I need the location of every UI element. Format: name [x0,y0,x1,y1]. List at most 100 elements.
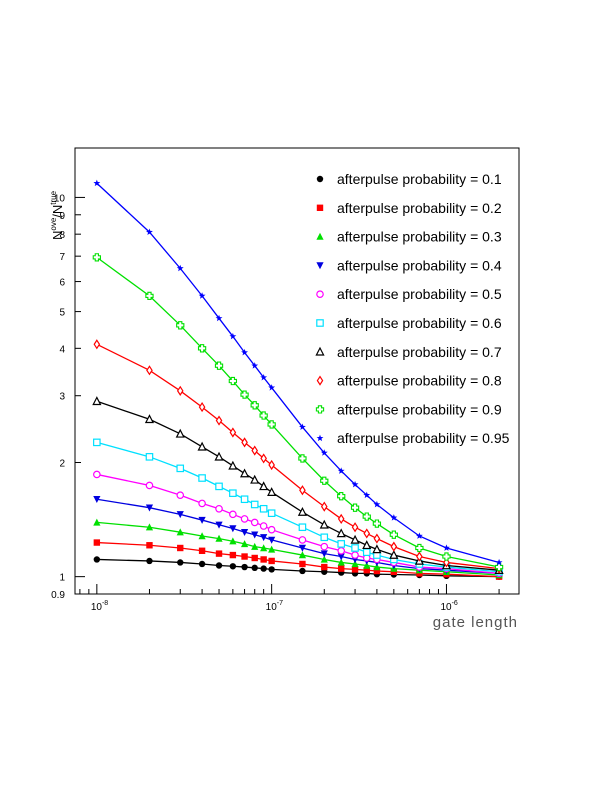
data-point [241,437,248,448]
data-point [198,532,206,540]
data-point [146,365,153,376]
data-point [176,511,184,519]
data-point [259,411,268,420]
series-line [96,521,500,576]
data-point [176,528,184,536]
data-point [250,518,259,527]
data-point [299,485,306,496]
legend: afterpulse probability = 0.1 afterpulse p… [315,171,510,446]
data-point [145,453,154,461]
data-point [229,510,237,519]
data-point [93,470,101,479]
data-point [298,454,307,463]
data-point [268,384,276,391]
data-point [299,423,306,430]
data-point [229,525,237,533]
y-tick-label: 0.9 [51,590,65,601]
data-point [215,562,223,569]
legend-item: afterpulse probability = 0.2 [316,200,502,216]
data-point [336,528,346,538]
y-tick-label: 10 [54,193,66,204]
data-point [229,427,237,438]
data-point [338,565,345,572]
legend-marker [316,375,324,386]
legend-label: afterpulse probability = 0.9 [337,401,502,417]
data-point [215,314,223,322]
legend-item: afterpulse probability = 0.3 [316,229,502,245]
data-point [320,550,328,558]
data-point [198,292,206,299]
data-point [320,501,328,512]
data-point [145,291,154,301]
legend-item: afterpulse probability = 0.9 [315,401,502,417]
data-point [144,414,155,424]
data-point [299,567,306,575]
series-line [96,441,500,573]
data-point [337,467,345,474]
data-point [214,361,224,370]
data-point [351,560,359,568]
data-point [176,321,185,330]
legend-label: afterpulse probability = 0.8 [337,373,502,389]
data-point [389,549,399,559]
data-point [494,562,504,572]
data-point [228,376,238,386]
data-point [240,495,249,504]
data-point [320,533,329,542]
y-axis-title-sup2: true [49,190,58,204]
data-point [215,550,223,557]
data-point [298,551,307,559]
data-point [320,449,328,456]
tick-layer: 10-8 10-7 10-6 0.9 1 2 3 4 5 6 7 8 9 10 [51,193,500,613]
data-point [362,512,371,521]
data-point [215,521,223,529]
data-point [267,509,276,517]
data-point [442,552,451,561]
data-point [320,555,328,563]
data-point [268,566,275,573]
x-tick-label: 10-6 [440,600,457,613]
data-point [93,438,101,447]
y-tick-label: 5 [59,308,65,319]
data-point [146,557,153,565]
data-point [240,515,249,523]
x-tick-label: 10-7 [266,600,283,613]
data-point [337,546,346,555]
data-point [337,553,345,561]
data-point [251,554,258,562]
data-point [351,551,359,559]
data-point [362,540,372,550]
data-point [351,566,359,573]
data-point [198,401,206,413]
data-point [299,560,306,568]
data-point [240,528,249,536]
data-point [175,428,185,438]
y-axis-title: Nove/Ntrue [49,190,65,240]
data-point [267,420,276,429]
data-point [177,544,184,552]
data-point [239,468,250,478]
series-line [96,182,500,564]
legend-label: afterpulse probability = 0.7 [337,344,502,360]
data-point [197,344,207,353]
data-point [198,516,206,524]
data-point [351,480,359,488]
y-axis-title-sup: ove [49,217,58,230]
data-point [260,544,268,552]
y-axis-title-main: N [50,231,65,240]
data-point [390,541,398,552]
legend-item: afterpulse probability = 0.95 [316,430,510,446]
data-point [176,491,185,499]
legend-label: afterpulse probability = 0.3 [337,229,502,245]
data-point [146,542,153,549]
y-tick-label: 2 [59,458,65,469]
data-point [240,390,249,399]
legend-label: afterpulse probability = 0.1 [337,171,502,187]
plot-frame [74,147,520,595]
legend-label: afterpulse probability = 0.4 [337,257,502,273]
legend-marker [315,346,325,356]
data-point [260,373,268,381]
series-line [96,498,500,575]
legend-item: afterpulse probability = 0.6 [316,315,502,331]
